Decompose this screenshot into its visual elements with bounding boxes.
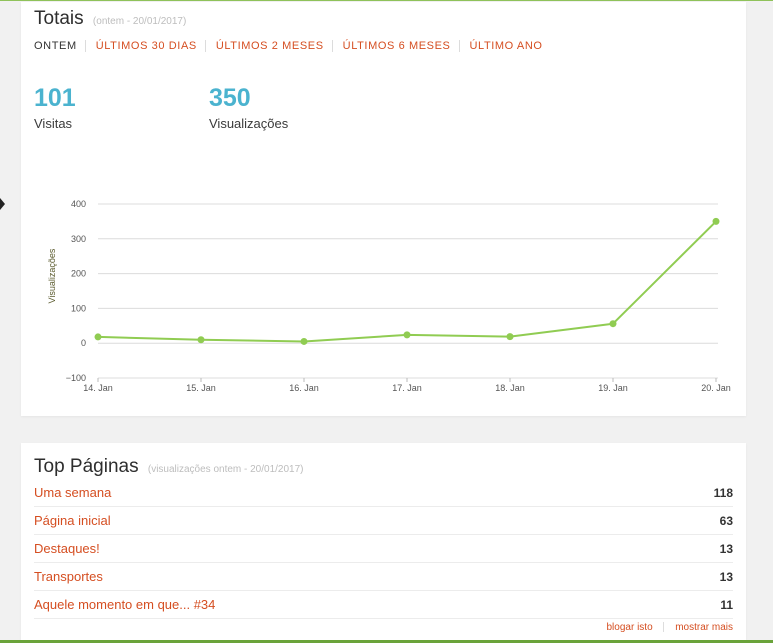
data-point: [300, 337, 308, 345]
page-views-count: 11: [720, 597, 733, 612]
y-tick-label: 400: [71, 199, 86, 209]
y-tick-label: 200: [71, 269, 86, 279]
visits-label: Visitas: [34, 116, 73, 131]
data-point: [403, 331, 411, 339]
page-views-count: 118: [713, 485, 733, 500]
top-pages-subtitle: (visualizações ontem - 20/01/2017): [147, 464, 304, 475]
x-tick-label: 14. Jan: [83, 383, 113, 393]
list-item: Transportes 13: [34, 563, 733, 591]
list-item: Aquele momento em que... #34 11: [34, 591, 733, 619]
visits-stat: 101 Visitas: [34, 84, 76, 131]
list-item: Página inicial 63: [34, 507, 733, 535]
y-axis-label: Visualizações: [47, 248, 57, 303]
data-point: [609, 320, 617, 328]
top-pages-list: Uma semana 118 Página inicial 63 Destaqu…: [34, 479, 733, 619]
views-count: 350: [209, 84, 251, 112]
tab-ultimo-ano[interactable]: ÚLTIMO ANO: [469, 40, 543, 52]
x-tick-label: 18. Jan: [495, 383, 525, 393]
list-item: Destaques! 13: [34, 535, 733, 563]
caret-right-icon: [0, 198, 5, 210]
totals-card: Totais (ontem - 20/01/2017) ONTEM ÚLTIMO…: [21, 2, 746, 416]
page-views-count: 13: [719, 541, 733, 556]
series-line: [97, 220, 717, 343]
tab-ultimos-2-meses[interactable]: ÚLTIMOS 2 MESES: [215, 40, 324, 52]
tab-ultimos-6-meses[interactable]: ÚLTIMOS 6 MESES: [342, 40, 451, 52]
views-stat: 350 Visualizações: [209, 84, 288, 131]
x-tick-label: 16. Jan: [289, 383, 319, 393]
tab-divider: [331, 40, 333, 52]
totals-title: Totais: [34, 8, 84, 29]
period-tabs: ONTEM ÚLTIMOS 30 DIAS ÚLTIMOS 2 MESES ÚL…: [34, 40, 543, 52]
page-link[interactable]: Aquele momento em que... #34: [34, 597, 216, 612]
page-link[interactable]: Destaques!: [34, 541, 100, 556]
link-divider: [663, 622, 665, 633]
top-pages-title: Top Páginas: [34, 456, 139, 477]
bottom-accent-line: [0, 640, 773, 643]
data-point: [712, 217, 720, 225]
totals-subtitle: (ontem - 20/01/2017): [92, 16, 187, 27]
y-tick-label: 100: [71, 303, 86, 313]
page-views-count: 63: [719, 513, 733, 528]
page-link[interactable]: Página inicial: [34, 513, 111, 528]
data-point: [94, 333, 102, 341]
tab-divider: [458, 40, 460, 52]
totals-heading: Totais (ontem - 20/01/2017): [34, 8, 186, 30]
y-tick-label: 0: [81, 338, 86, 348]
tab-divider: [204, 40, 206, 52]
data-point: [506, 333, 514, 341]
visits-count: 101: [34, 84, 76, 112]
y-tick-label: 300: [71, 234, 86, 244]
x-tick-label: 15. Jan: [186, 383, 216, 393]
page-views-count: 13: [719, 569, 733, 584]
top-accent-line: [0, 0, 773, 1]
show-more-link[interactable]: mostrar mais: [675, 622, 733, 633]
blog-this-link[interactable]: blogar isto: [606, 622, 653, 633]
y-tick-label: −100: [66, 373, 86, 383]
tab-ultimos-30-dias[interactable]: ÚLTIMOS 30 DIAS: [95, 40, 197, 52]
x-tick-label: 20. Jan: [701, 383, 731, 393]
list-item: Uma semana 118: [34, 479, 733, 507]
page-link[interactable]: Uma semana: [34, 485, 112, 500]
x-tick-label: 19. Jan: [598, 383, 628, 393]
x-tick-label: 17. Jan: [392, 383, 422, 393]
tab-divider: [84, 40, 86, 52]
data-point: [197, 336, 205, 344]
top-pages-heading: Top Páginas (visualizações ontem - 20/01…: [34, 456, 304, 478]
top-pages-card: Top Páginas (visualizações ontem - 20/01…: [21, 443, 746, 640]
page-link[interactable]: Transportes: [34, 569, 103, 584]
views-label: Visualizações: [209, 116, 289, 131]
footer-links: blogar isto mostrar mais: [607, 622, 734, 633]
tab-ontem[interactable]: ONTEM: [34, 40, 77, 52]
